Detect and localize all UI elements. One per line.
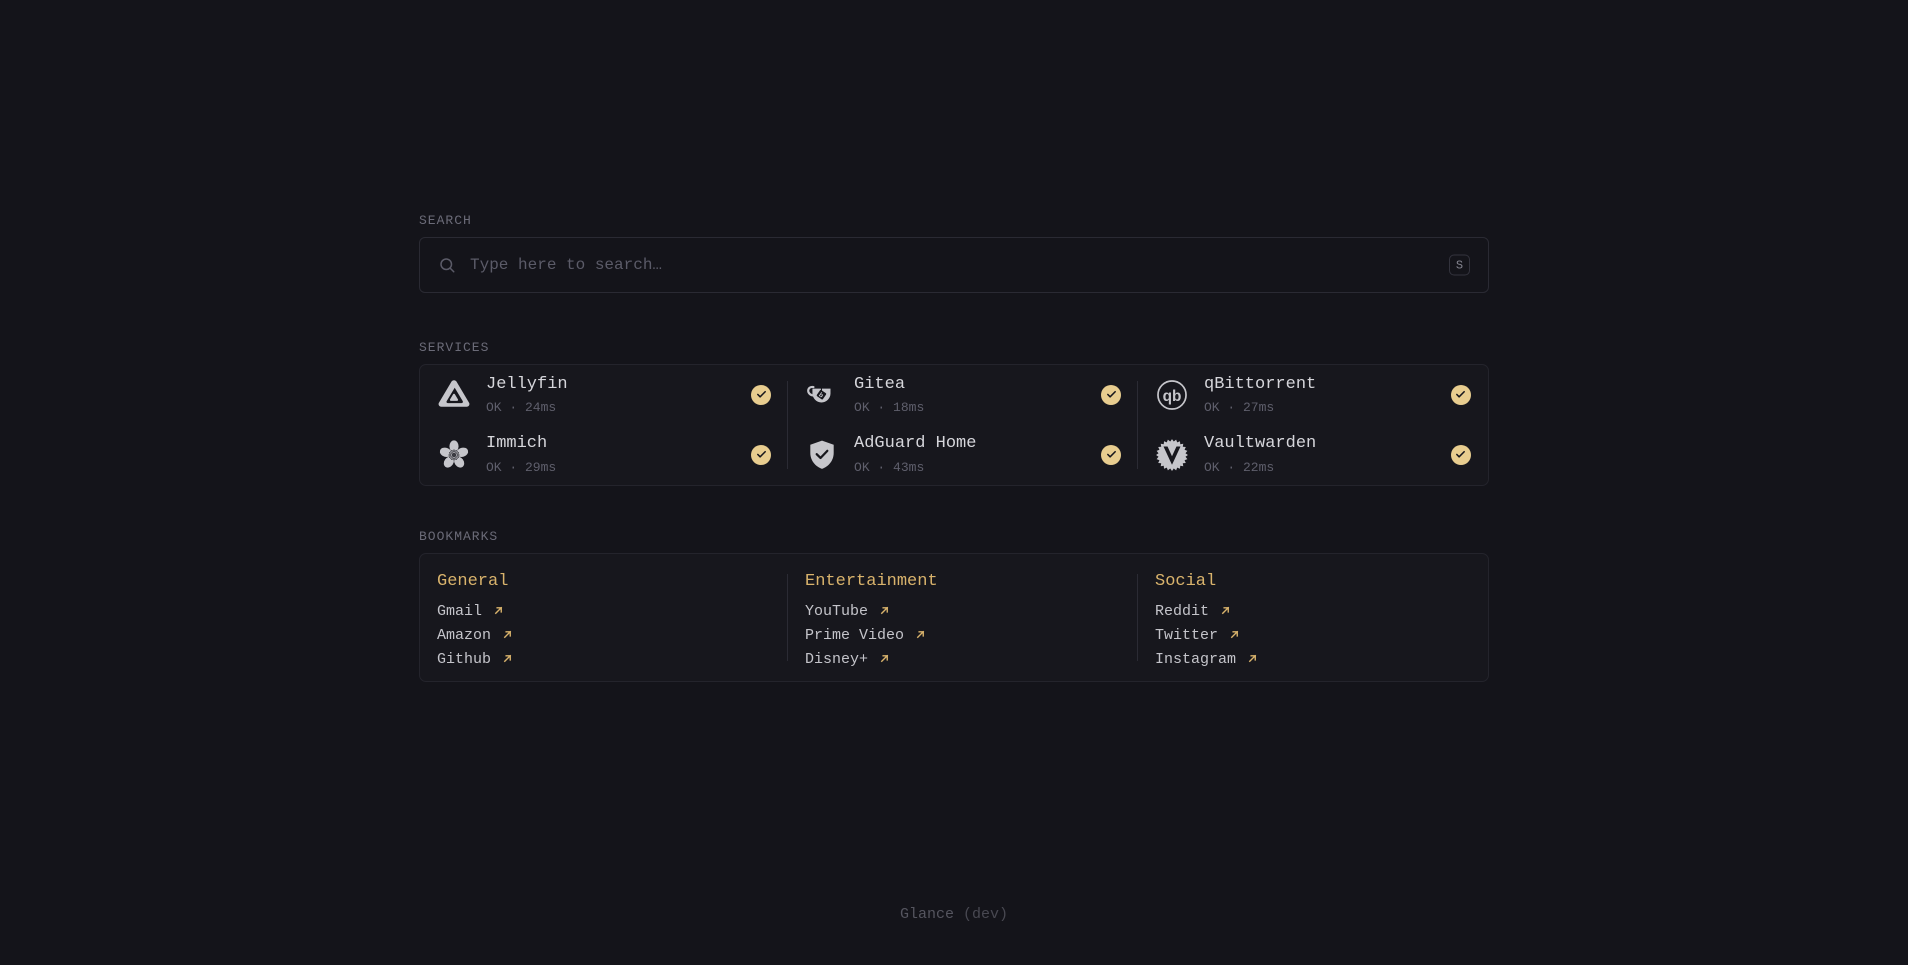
svg-text:qb: qb <box>1163 388 1182 405</box>
